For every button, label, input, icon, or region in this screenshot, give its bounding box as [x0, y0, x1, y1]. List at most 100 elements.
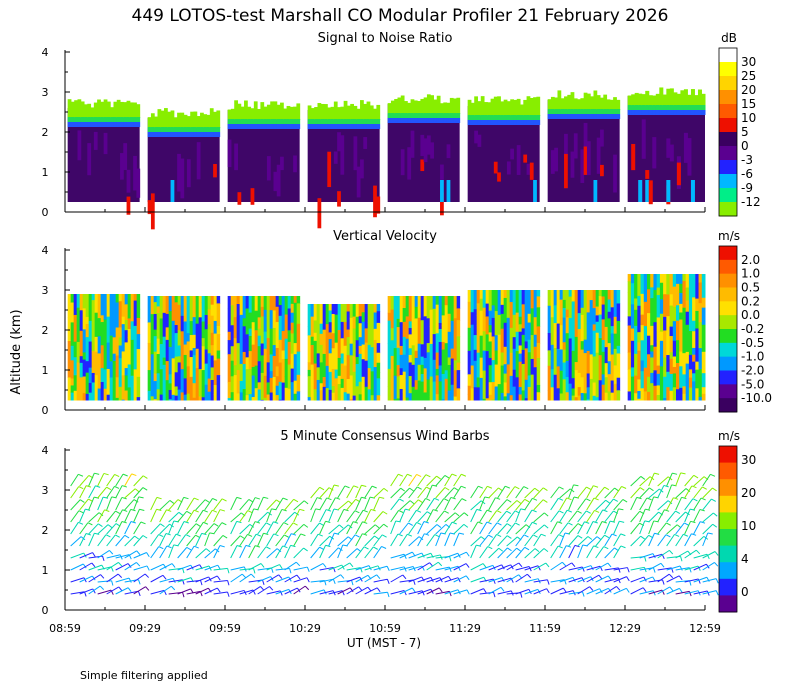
- wind-barb: [524, 487, 540, 499]
- wind-barb: [435, 590, 452, 597]
- wind-barb: [648, 579, 665, 585]
- wind-barb: [204, 523, 219, 535]
- wind-barb: [479, 521, 492, 535]
- wind-barb: [470, 508, 482, 523]
- wind-barb: [702, 487, 717, 499]
- wind-barb: [159, 545, 172, 559]
- wind-barb: [150, 563, 167, 571]
- wind-barb: [639, 520, 650, 535]
- footnote: Simple filtering applied: [80, 669, 208, 682]
- wind-barb: [550, 486, 564, 499]
- wind-barb: [639, 567, 656, 573]
- wind-barb: [133, 521, 146, 535]
- wind-barb: [248, 521, 261, 535]
- colorbar-label: 0.2: [741, 294, 760, 308]
- wind-barb: [284, 544, 296, 559]
- wind-barb: [293, 566, 310, 572]
- colorbar-swatch: [719, 76, 737, 91]
- wind-barb: [577, 498, 591, 511]
- wind-barb: [328, 532, 340, 547]
- wind-barb: [355, 484, 367, 499]
- wind-barb: [408, 474, 422, 487]
- wind-barb: [524, 548, 540, 559]
- wind-barb: [230, 573, 247, 583]
- data-segment: [230, 496, 310, 596]
- wind-barb: [399, 533, 413, 547]
- data-segment: [547, 90, 621, 202]
- colorbar-label: -0.2: [741, 322, 764, 336]
- wind-barb: [559, 522, 573, 535]
- wind-barb: [559, 545, 572, 559]
- wind-barb: [106, 485, 120, 499]
- wind-barb: [328, 484, 339, 499]
- colorbar-label: 10: [741, 111, 756, 125]
- wind-barb: [150, 508, 162, 523]
- wind-barb: [124, 488, 140, 499]
- wind-barb: [319, 544, 331, 559]
- colorbar-swatch: [719, 398, 737, 413]
- wind-barb: [373, 496, 385, 511]
- wind-barb: [204, 497, 218, 511]
- colorbar-swatch: [719, 202, 737, 217]
- wind-barb: [693, 590, 710, 596]
- colorbar-swatch: [719, 259, 737, 275]
- wind-barb: [417, 521, 429, 535]
- colorbar-swatch: [719, 132, 737, 147]
- wind-barb: [657, 573, 674, 583]
- wind-barb: [186, 509, 199, 523]
- x-tick-label: 12:59: [689, 622, 721, 635]
- wind-barb: [97, 524, 113, 535]
- wind-barb: [124, 499, 139, 511]
- colorbar-swatch: [719, 342, 737, 358]
- wind-barb: [657, 484, 669, 499]
- colorbar-label: 30: [741, 55, 756, 69]
- wind-barb: [702, 562, 719, 571]
- wind-barb: [355, 533, 368, 547]
- wind-barb: [426, 524, 442, 535]
- wind-barb: [666, 587, 683, 595]
- wind-barb: [444, 521, 457, 535]
- wind-barb: [115, 485, 128, 499]
- wind-barb: [506, 547, 522, 559]
- wind-barb: [470, 563, 487, 571]
- colorbar-label: -5.0: [741, 377, 764, 391]
- y-tick-label: 3: [42, 284, 49, 297]
- wind-barb: [408, 509, 422, 523]
- panel-title: Signal to Noise Ratio: [318, 31, 453, 46]
- wind-barb: [124, 473, 137, 487]
- wind-barb: [159, 585, 176, 595]
- wind-barb: [648, 472, 660, 487]
- wind-barb: [230, 520, 242, 535]
- colorbar-unit: dB: [721, 31, 737, 45]
- wind-barb: [213, 498, 227, 511]
- wind-barb: [284, 533, 297, 547]
- wind-barb: [684, 565, 701, 571]
- wind-barb: [648, 532, 660, 547]
- wind-barb: [426, 475, 441, 487]
- wind-barb: [435, 555, 452, 562]
- wind-barb: [444, 565, 461, 572]
- wind-barb: [319, 487, 334, 499]
- wind-barb: [346, 521, 359, 535]
- wind-barb: [266, 499, 281, 511]
- wind-barb: [88, 523, 103, 535]
- y-tick-label: 2: [42, 524, 49, 537]
- wind-barb: [346, 510, 360, 523]
- wind-barb: [639, 497, 652, 511]
- wind-barb: [310, 589, 327, 595]
- wind-barb: [630, 556, 647, 562]
- wind-barb: [70, 486, 84, 499]
- wind-barb: [586, 536, 602, 547]
- wind-barb: [124, 550, 141, 559]
- wind-barb: [613, 499, 628, 511]
- wind-barb: [586, 565, 603, 572]
- wind-barb: [488, 533, 502, 547]
- wind-barb: [408, 590, 425, 596]
- wind-barb: [390, 553, 407, 559]
- wind-barb: [186, 523, 201, 535]
- wind-barb: [373, 523, 389, 535]
- wind-barb: [559, 509, 572, 523]
- x-tick-labels: 08:59 09:29 09:59 10:29 10:59 11:29 11:59 12:29…: [49, 622, 721, 635]
- wind-barb: [177, 534, 191, 547]
- colorbar-swatch: [719, 329, 737, 344]
